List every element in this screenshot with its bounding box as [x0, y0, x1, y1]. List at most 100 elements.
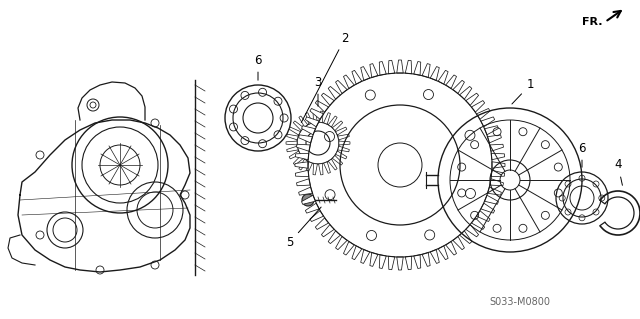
Polygon shape [361, 67, 370, 80]
Polygon shape [301, 126, 316, 135]
Polygon shape [492, 170, 505, 177]
Polygon shape [335, 127, 347, 135]
Polygon shape [481, 117, 495, 127]
Polygon shape [328, 86, 340, 99]
Polygon shape [466, 93, 479, 106]
Polygon shape [301, 195, 316, 204]
Polygon shape [339, 141, 350, 145]
Polygon shape [332, 121, 342, 130]
Polygon shape [481, 203, 495, 213]
Polygon shape [492, 153, 505, 160]
Polygon shape [370, 253, 378, 266]
Polygon shape [460, 86, 472, 99]
Polygon shape [296, 144, 310, 151]
Polygon shape [388, 60, 395, 74]
Polygon shape [380, 62, 387, 75]
Polygon shape [332, 155, 342, 165]
Polygon shape [352, 70, 362, 84]
Polygon shape [460, 231, 472, 244]
Polygon shape [430, 67, 439, 80]
Polygon shape [293, 155, 303, 165]
Polygon shape [405, 256, 412, 270]
Polygon shape [295, 162, 308, 168]
Text: FR.: FR. [582, 17, 602, 27]
Text: S033-M0800: S033-M0800 [490, 297, 550, 307]
Polygon shape [335, 151, 347, 159]
Polygon shape [445, 241, 456, 255]
Text: 4: 4 [614, 159, 623, 185]
Polygon shape [319, 111, 323, 122]
Polygon shape [490, 179, 504, 186]
Polygon shape [344, 241, 355, 255]
Polygon shape [361, 249, 370, 263]
Polygon shape [422, 63, 430, 78]
Polygon shape [310, 211, 324, 221]
Polygon shape [397, 60, 403, 73]
Polygon shape [289, 151, 300, 159]
Polygon shape [316, 218, 328, 229]
Polygon shape [335, 236, 347, 250]
Polygon shape [438, 246, 448, 260]
Polygon shape [313, 111, 317, 122]
Polygon shape [338, 146, 349, 152]
Polygon shape [324, 113, 330, 124]
Polygon shape [413, 255, 420, 269]
Polygon shape [422, 253, 430, 266]
Polygon shape [316, 100, 328, 112]
Polygon shape [305, 162, 312, 173]
Polygon shape [438, 70, 448, 84]
Polygon shape [305, 113, 312, 124]
Polygon shape [287, 134, 298, 140]
Polygon shape [397, 257, 403, 270]
Polygon shape [305, 203, 319, 213]
Polygon shape [295, 153, 308, 160]
Polygon shape [293, 121, 303, 130]
Polygon shape [319, 164, 323, 175]
Polygon shape [453, 80, 465, 93]
Polygon shape [324, 162, 330, 173]
Polygon shape [299, 135, 312, 143]
Polygon shape [310, 108, 324, 119]
Polygon shape [328, 159, 337, 170]
Polygon shape [286, 141, 297, 145]
Polygon shape [484, 195, 499, 204]
Polygon shape [352, 246, 362, 260]
Polygon shape [287, 146, 298, 152]
Polygon shape [289, 127, 300, 135]
Polygon shape [488, 187, 501, 195]
Polygon shape [472, 100, 484, 112]
Polygon shape [476, 211, 490, 221]
Polygon shape [305, 117, 319, 127]
Polygon shape [335, 80, 347, 93]
Polygon shape [466, 225, 479, 237]
Text: 1: 1 [512, 78, 534, 104]
Polygon shape [484, 126, 499, 135]
Text: 6: 6 [579, 142, 586, 167]
Polygon shape [295, 170, 308, 177]
Polygon shape [476, 108, 490, 119]
Polygon shape [488, 135, 501, 143]
Polygon shape [445, 75, 456, 89]
Text: 3: 3 [314, 76, 322, 106]
Text: 6: 6 [254, 54, 262, 80]
Polygon shape [388, 256, 395, 270]
Circle shape [302, 194, 314, 206]
Polygon shape [321, 225, 334, 237]
Polygon shape [405, 60, 412, 74]
Polygon shape [430, 249, 439, 263]
Polygon shape [370, 63, 378, 78]
Polygon shape [299, 159, 308, 170]
Polygon shape [299, 116, 308, 127]
Polygon shape [299, 187, 312, 195]
Polygon shape [413, 62, 420, 75]
Polygon shape [321, 93, 334, 106]
Polygon shape [380, 255, 387, 269]
Text: 2: 2 [301, 32, 349, 122]
Polygon shape [296, 179, 310, 186]
Polygon shape [338, 134, 349, 140]
Text: 5: 5 [286, 207, 321, 249]
Polygon shape [453, 236, 465, 250]
Polygon shape [492, 162, 505, 168]
Polygon shape [344, 75, 355, 89]
Polygon shape [472, 218, 484, 229]
